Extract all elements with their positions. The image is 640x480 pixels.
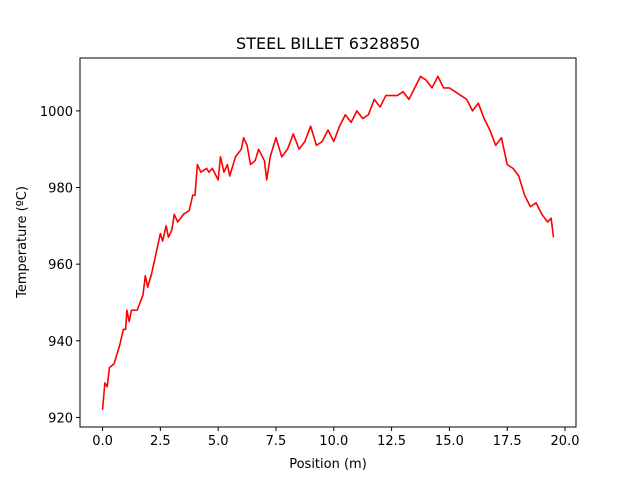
data-line [101,75,555,410]
x-tick-label: 5.0 [208,434,229,449]
x-tick-label: 20.0 [551,434,580,449]
y-tick-label: 960 [48,258,73,273]
y-axis-label: Temperature (ºC) [15,186,30,299]
y-tick-label: 940 [48,335,73,350]
x-tick-label: 12.5 [377,434,406,449]
x-tick-label: 0.0 [92,434,113,449]
y-tick-label: 1000 [40,105,73,120]
y-tick-label: 980 [48,182,73,197]
x-tick-label: 15.0 [435,434,464,449]
x-axis-label: Position (m) [289,457,367,472]
y-tick-label: 920 [48,411,73,426]
x-tick-label: 2.5 [150,434,171,449]
x-tick-label: 17.5 [493,434,522,449]
x-tick-label: 10.0 [319,434,348,449]
plot-frame [79,57,577,428]
chart-title: STEEL BILLET 6328850 [236,34,420,53]
x-tick-label: 7.5 [266,434,287,449]
